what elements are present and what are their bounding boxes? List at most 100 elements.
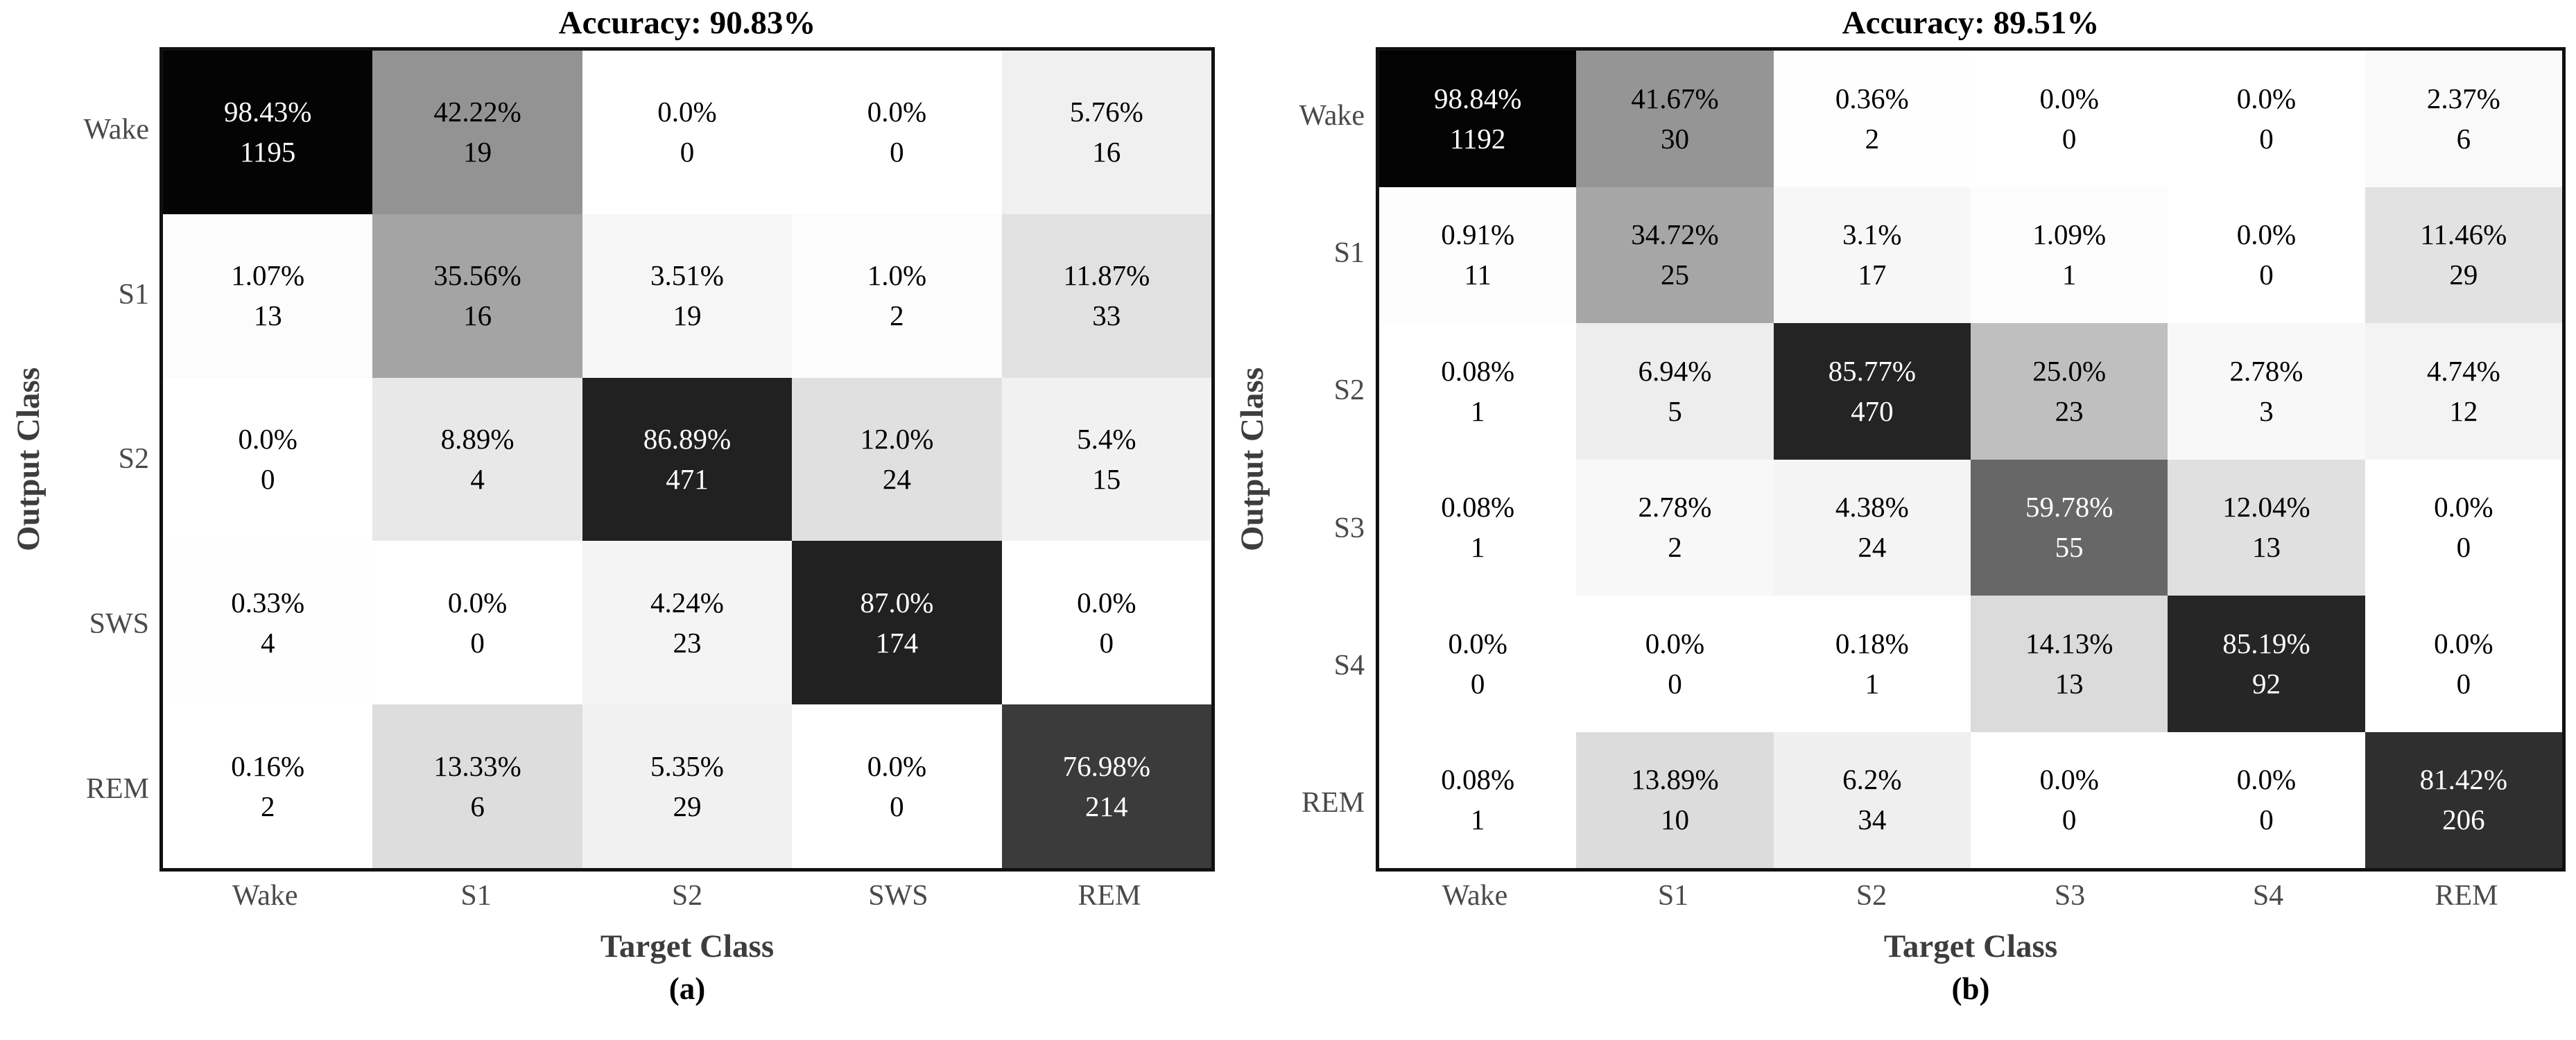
matrix-cell: 0.0% 0 <box>582 51 793 214</box>
panel-b-row-labels: Wake S1 S2 S3 S4 REM <box>1241 47 1365 872</box>
cell-percent: 0.0% <box>238 422 297 455</box>
panel-a-col-labels: Wake S1 S2 SWS REM <box>159 879 1215 921</box>
cell-percent: 1.07% <box>231 259 305 292</box>
matrix-cell: 25.0% 23 <box>1971 323 2168 460</box>
cell-count: 2 <box>1865 122 1880 155</box>
matrix-cell: 0.33% 4 <box>163 541 373 705</box>
matrix-cell: 0.0% 0 <box>2168 187 2365 323</box>
cell-count: 0 <box>1099 626 1114 659</box>
cell-percent: 0.0% <box>447 586 508 618</box>
cell-percent: 25.0% <box>2032 354 2107 387</box>
cell-percent: 0.0% <box>2236 82 2297 114</box>
cell-count: 0 <box>2061 122 2077 155</box>
cell-percent: 41.67% <box>1631 82 1719 114</box>
cell-percent: 81.42% <box>2419 763 2508 796</box>
cell-count: 0 <box>2456 531 2471 564</box>
cell-percent: 34.72% <box>1631 218 1719 251</box>
matrix-cell: 81.42% 206 <box>2365 731 2562 868</box>
matrix-cell: 0.0% 0 <box>1576 596 1774 732</box>
cell-count: 0 <box>2061 804 2077 836</box>
cell-count: 0 <box>2259 804 2274 836</box>
cell-percent: 42.22% <box>433 96 521 128</box>
cell-percent: 5.4% <box>1077 422 1136 455</box>
x-tick-label: Wake <box>232 880 298 912</box>
y-tick-label: REM <box>1301 786 1365 819</box>
cell-count: 2 <box>1668 531 1682 564</box>
cell-count: 0 <box>260 462 275 495</box>
cell-count: 5 <box>1668 395 1682 427</box>
cell-percent: 0.0% <box>1448 627 1507 659</box>
cell-percent: 0.0% <box>2236 218 2297 251</box>
cell-count: 92 <box>2251 667 2281 700</box>
matrix-cell: 1.07% 13 <box>163 214 373 378</box>
cell-percent: 85.77% <box>1828 354 1917 387</box>
matrix-cell: 3.51% 19 <box>582 214 793 378</box>
cell-percent: 0.16% <box>231 749 305 782</box>
cell-count: 19 <box>463 136 492 168</box>
x-tick-label: S2 <box>671 880 703 912</box>
matrix-cell: 0.36% 2 <box>1773 51 1971 187</box>
y-tick-label: S1 <box>118 278 149 311</box>
cell-count: 0 <box>2259 122 2274 155</box>
cell-count: 25 <box>1660 259 1689 291</box>
matrix-cell: 11.46% 29 <box>2365 187 2562 323</box>
matrix-cell: 0.0% 0 <box>372 541 582 705</box>
cell-percent: 0.08% <box>1441 491 1515 523</box>
cell-count: 0 <box>1668 667 1682 700</box>
matrix-cell: 5.35% 29 <box>582 704 793 868</box>
cell-percent: 5.35% <box>650 749 724 782</box>
y-tick-label: S2 <box>118 443 149 476</box>
panel-a-title: Accuracy: 90.83% <box>558 5 816 41</box>
panel-b-col-labels: Wake S1 S2 S3 S4 REM <box>1376 879 2566 921</box>
x-tick-label: S3 <box>2054 880 2086 912</box>
cell-count: 4 <box>260 626 275 659</box>
matrix-cell: 14.13% 13 <box>1971 596 2168 732</box>
cell-percent: 0.0% <box>1077 586 1136 618</box>
cell-count: 11 <box>1464 259 1492 291</box>
cell-count: 3 <box>2259 395 2274 427</box>
cell-percent: 4.24% <box>650 586 724 618</box>
cell-count: 55 <box>2055 531 2084 564</box>
matrix-cell: 0.08% 1 <box>1379 459 1577 596</box>
cell-count: 6 <box>2456 122 2471 155</box>
matrix-cell: 1.0% 2 <box>792 214 1002 378</box>
matrix-cell: 0.0% 0 <box>163 377 373 541</box>
cell-count: 0 <box>680 136 695 168</box>
cell-percent: 3.1% <box>1842 218 1902 251</box>
cell-percent: 0.0% <box>657 96 717 128</box>
cell-count: 174 <box>875 626 919 659</box>
y-tick-label: SWS <box>89 608 149 641</box>
matrix-cell: 6.2% 34 <box>1773 731 1971 868</box>
cell-percent: 0.33% <box>231 586 305 618</box>
matrix-cell: 98.84% 1192 <box>1379 51 1577 187</box>
cell-percent: 0.0% <box>2236 763 2297 796</box>
matrix-cell: 2.78% 2 <box>1576 459 1774 596</box>
matrix-cell: 35.56% 16 <box>372 214 582 378</box>
cell-percent: 2.78% <box>1638 491 1712 523</box>
matrix-cell: 4.38% 24 <box>1773 459 1971 596</box>
cell-percent: 12.0% <box>860 422 934 455</box>
matrix-cell: 0.08% 1 <box>1379 731 1577 868</box>
matrix-cell: 85.77% 470 <box>1773 323 1971 460</box>
cell-percent: 4.38% <box>1835 491 1909 523</box>
x-tick-label: REM <box>1078 880 1141 912</box>
panel-a-x-axis-label: Target Class <box>600 928 775 964</box>
cell-percent: 6.94% <box>1638 354 1712 387</box>
matrix-cell: 4.24% 23 <box>582 541 793 705</box>
matrix-cell: 0.0% 0 <box>1379 596 1577 732</box>
cell-count: 1 <box>1470 531 1485 564</box>
x-tick-label: S4 <box>2252 880 2284 912</box>
matrix-cell: 2.78% 3 <box>2168 323 2365 460</box>
x-tick-label: S2 <box>1856 880 1887 912</box>
cell-percent: 1.0% <box>867 259 927 292</box>
matrix-cell: 0.0% 0 <box>1971 731 2168 868</box>
matrix-cell: 0.0% 0 <box>1001 541 1211 705</box>
matrix-cell: 0.0% 0 <box>2365 459 2562 596</box>
matrix-cell: 0.0% 0 <box>1971 51 2168 187</box>
cell-percent: 87.0% <box>860 586 934 618</box>
matrix-cell: 12.04% 13 <box>2168 459 2365 596</box>
cell-count: 2 <box>890 300 904 332</box>
matrix-cell: 41.67% 30 <box>1576 51 1774 187</box>
cell-percent: 0.0% <box>867 749 927 782</box>
cell-count: 1 <box>1865 667 1880 700</box>
